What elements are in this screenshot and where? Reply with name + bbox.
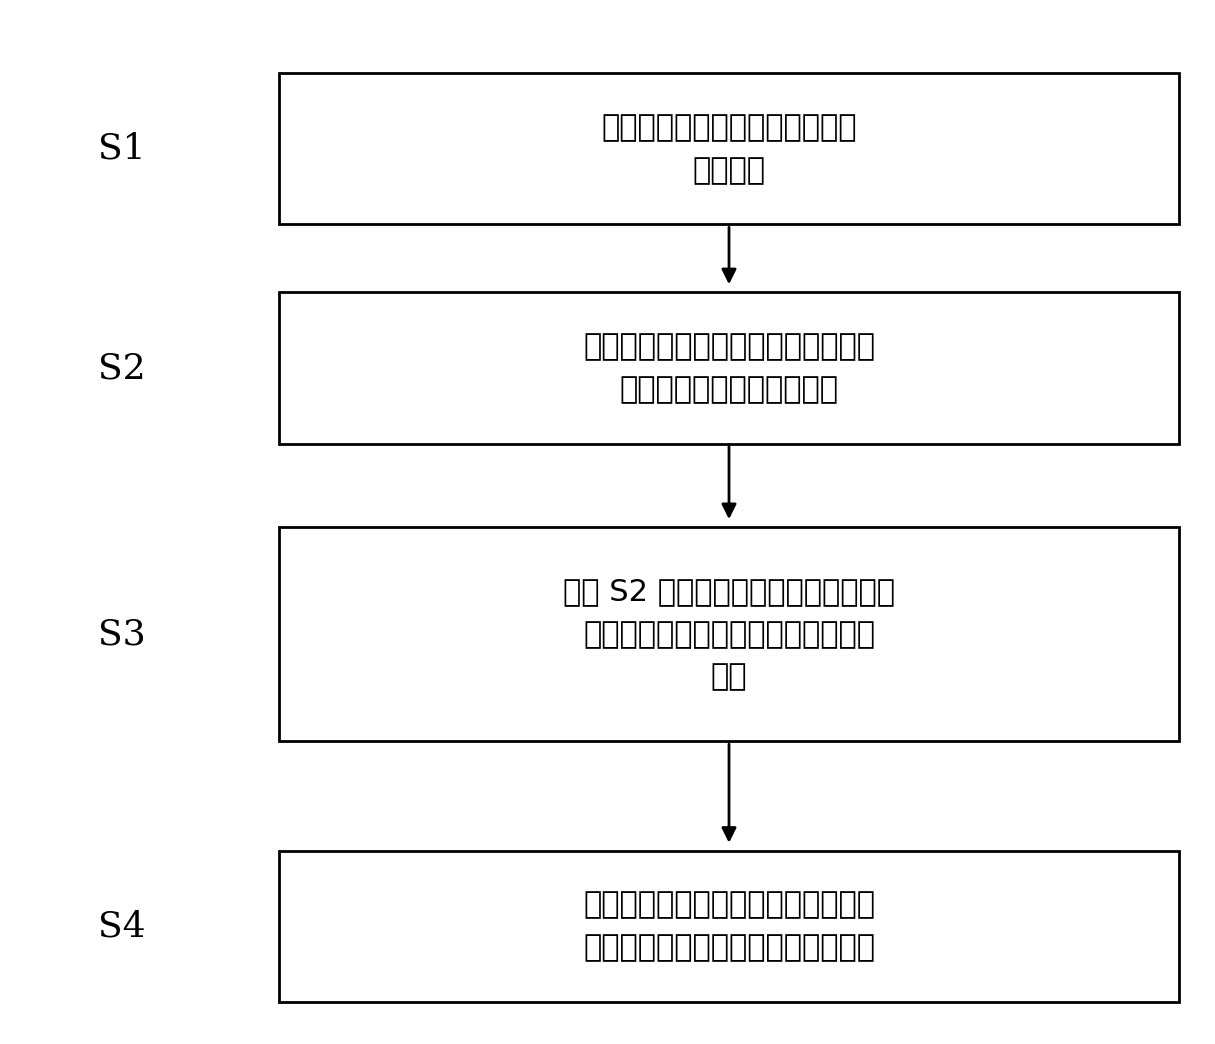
Bar (279, 527, 1179, 741)
Text: 求解多体动力学微分代数方程组，以
获得聚合式张拉整体结构的动力响应: 求解多体动力学微分代数方程组，以 获得聚合式张拉整体结构的动力响应 (583, 891, 875, 963)
Text: S3: S3 (97, 617, 146, 651)
Text: 利用 S2 中的滑移绳索单元，建立聚合
式张拉整体结构的多体动力系统等价
模型: 利用 S2 中的滑移绳索单元，建立聚合 式张拉整体结构的多体动力系统等价 模型 (563, 577, 895, 691)
Text: 在多体系统的传统绳索单元基础上，
建立多体系统滑移绳索单元: 在多体系统的传统绳索单元基础上， 建立多体系统滑移绳索单元 (583, 332, 875, 404)
Text: S1: S1 (97, 132, 146, 166)
Text: 将传统张拉整体结构系统转换为
多体系统: 将传统张拉整体结构系统转换为 多体系统 (601, 113, 857, 185)
Text: S2: S2 (97, 351, 146, 385)
Bar (279, 292, 1179, 444)
Text: S4: S4 (97, 909, 146, 944)
Bar (279, 73, 1179, 224)
Bar (279, 851, 1179, 1002)
